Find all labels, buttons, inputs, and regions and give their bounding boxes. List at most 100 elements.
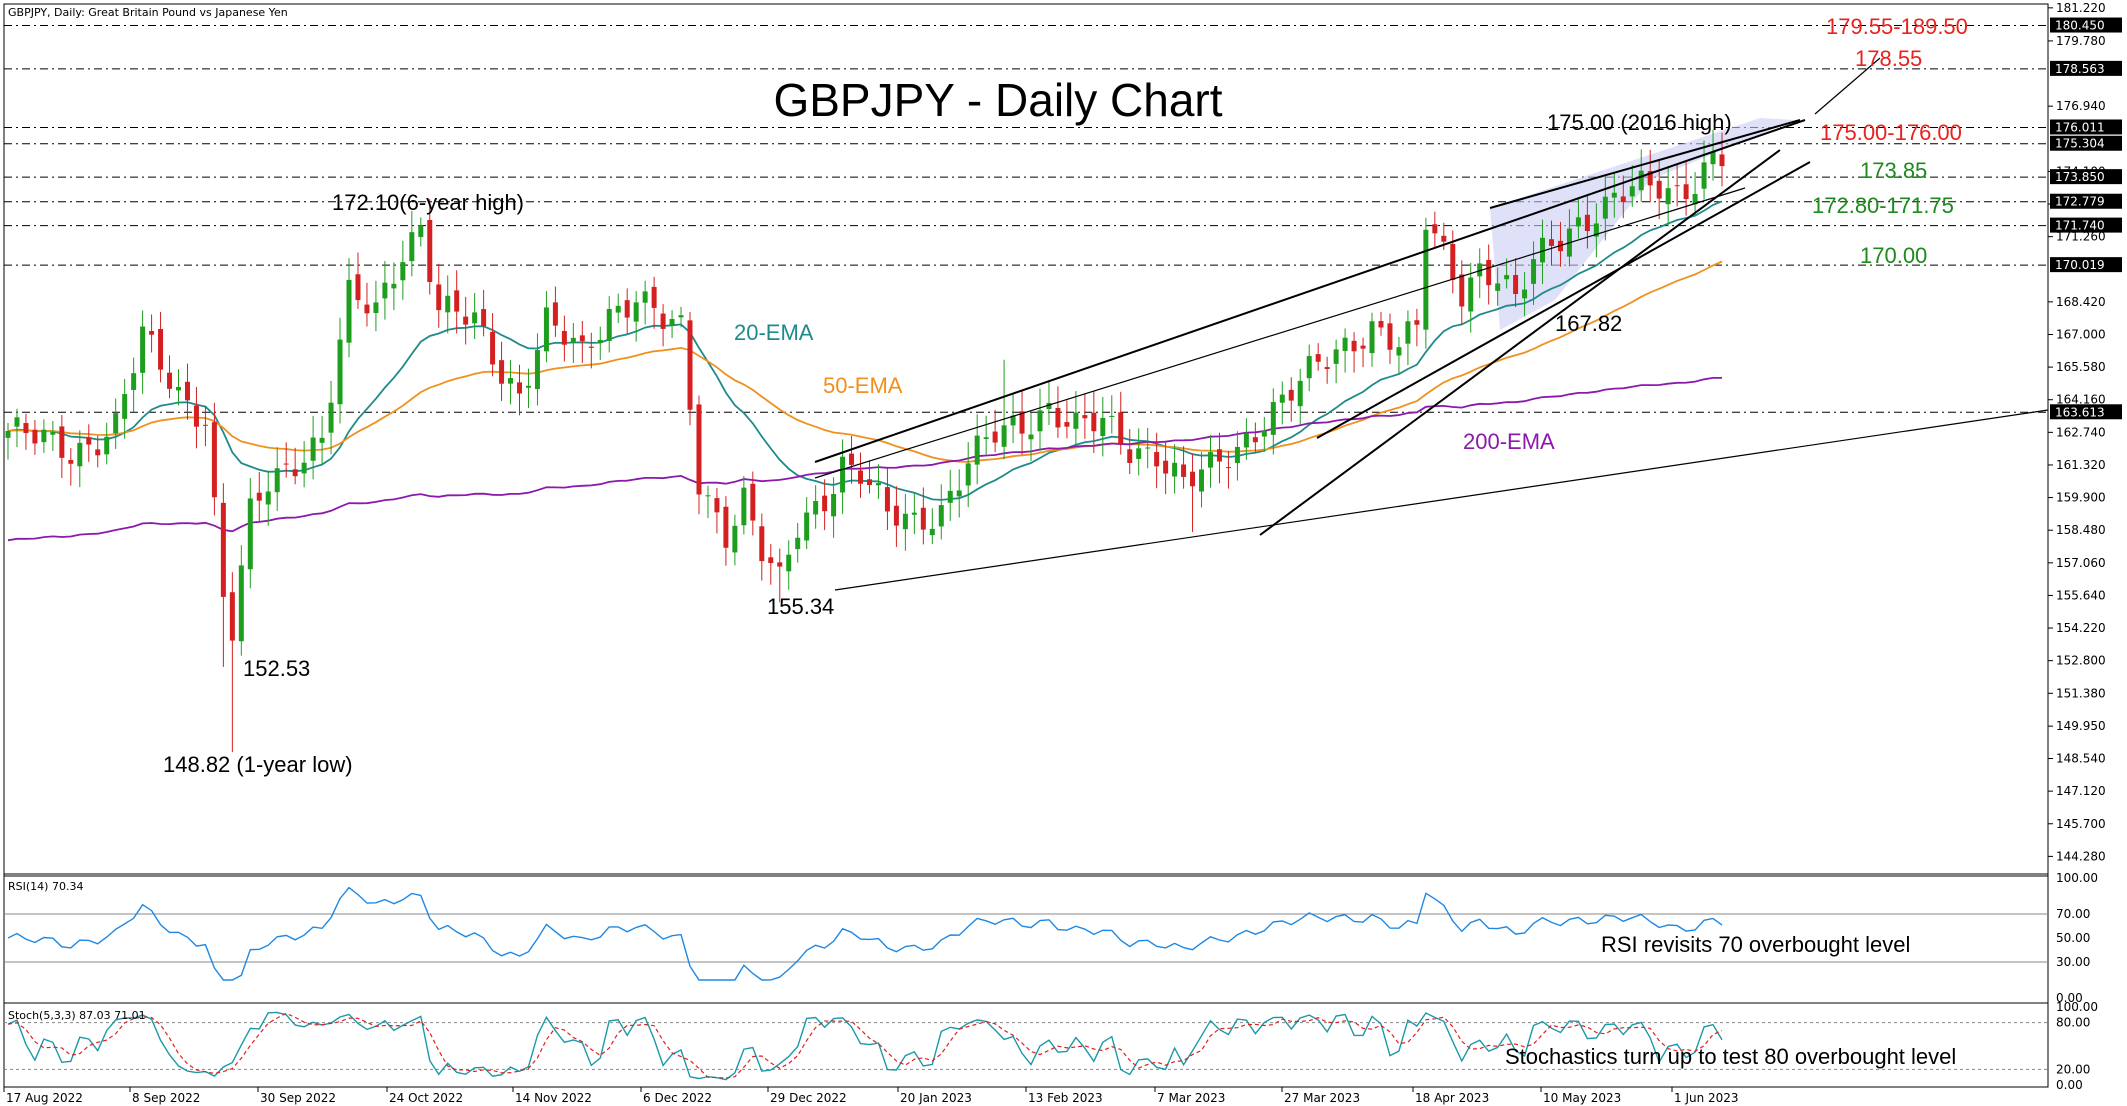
- level-tag-label: 172.779: [2055, 195, 2105, 209]
- candle-body: [23, 423, 29, 434]
- candle-body: [1136, 448, 1142, 459]
- candle-body: [1432, 224, 1438, 234]
- candle-body: [1540, 237, 1546, 263]
- candle-body: [382, 282, 388, 299]
- candle-body: [1243, 433, 1249, 448]
- candle-body: [678, 315, 684, 318]
- level-tag-label: 178.563: [2055, 62, 2105, 76]
- candle-body: [1216, 449, 1222, 462]
- candle-body: [1261, 431, 1267, 437]
- candle-body: [1082, 415, 1088, 419]
- candle-body: [1719, 154, 1725, 167]
- candle-body: [301, 462, 307, 474]
- annotation-175-176: 175.00-176.00: [1820, 120, 1962, 145]
- wedge-shading: [1490, 118, 1795, 330]
- x-tick-label: 8 Sep 2022: [132, 1091, 200, 1105]
- candle-body: [768, 557, 774, 564]
- wedge-area: [1490, 118, 1795, 330]
- candle-body: [1701, 162, 1707, 189]
- candle-body: [113, 413, 119, 434]
- candle-body: [463, 316, 469, 325]
- candle-body: [561, 330, 567, 345]
- candle-body: [795, 537, 801, 550]
- y-tick-label: 161.320: [2056, 458, 2106, 472]
- candle-body: [472, 312, 478, 324]
- candle-body: [1207, 452, 1213, 468]
- candle-body: [1656, 180, 1662, 199]
- candle-body: [158, 329, 164, 370]
- candle-body: [956, 490, 962, 497]
- candle-body: [1351, 340, 1357, 352]
- candle-body: [983, 437, 989, 439]
- candle-body: [1270, 402, 1276, 435]
- candle-body: [59, 426, 65, 458]
- level-tag-box: [2050, 404, 2122, 420]
- candle-body: [436, 284, 442, 311]
- candle-body: [705, 495, 711, 497]
- y-tick-label: 152.800: [2056, 654, 2106, 668]
- candle-body: [750, 483, 756, 521]
- candle-body: [265, 491, 271, 505]
- annotation-172-80-171-75: 172.80-171.75: [1812, 193, 1954, 218]
- candle-body: [1297, 380, 1303, 407]
- candle-body: [229, 592, 235, 641]
- candle-body: [929, 528, 935, 536]
- chart-outer-frame: [3, 3, 2049, 1088]
- y-tick-label: 176.940: [2056, 99, 2106, 113]
- candle-body: [95, 449, 101, 456]
- candle-body: [1513, 275, 1519, 294]
- candle-body: [1342, 337, 1348, 351]
- candle-body: [1459, 274, 1465, 307]
- candle-body: [1629, 186, 1635, 197]
- candle-body: [1001, 425, 1007, 447]
- candle-body: [579, 335, 585, 342]
- candle-body: [68, 460, 74, 464]
- candle-body: [1100, 417, 1106, 437]
- candle-body: [490, 331, 496, 365]
- ema-line-50-ema: [7, 260, 1723, 463]
- candle-body: [813, 500, 819, 515]
- stoch-header: Stoch(5,3,3) 87.03 71.01: [8, 1009, 146, 1022]
- candle-body: [1154, 452, 1160, 467]
- x-axis: 17 Aug 2022 8 Sep 2022 30 Sep 2022 24 Oct 2…: [3, 1087, 1739, 1105]
- candle-body: [741, 487, 747, 526]
- stoch-tick-label: 80.00: [2056, 1016, 2090, 1030]
- candle-body: [1548, 239, 1554, 246]
- level-tag-box: [2050, 60, 2122, 76]
- candle-body: [274, 468, 280, 493]
- candle-body: [391, 283, 397, 289]
- x-tick-label: 14 Nov 2022: [515, 1091, 592, 1105]
- candle-body: [247, 498, 253, 570]
- candle-body: [193, 405, 199, 427]
- stoch-tick-label: 20.00: [2056, 1062, 2090, 1076]
- candle-body: [920, 507, 926, 530]
- candle-body: [633, 302, 639, 322]
- candle-body: [445, 295, 451, 313]
- stoch-tick-label: 0.00: [2056, 1078, 2083, 1092]
- candle-body: [992, 431, 998, 443]
- candle-body: [328, 402, 334, 433]
- level-tag-box: [2050, 135, 2122, 151]
- candle-body: [1315, 354, 1321, 362]
- candle-body: [1602, 196, 1608, 219]
- stoch-k-line: [7, 1011, 1723, 1081]
- candle-body: [525, 385, 531, 388]
- candle-body: [866, 479, 872, 486]
- candle-body: [346, 279, 352, 343]
- candle-body: [400, 262, 406, 281]
- candle-body: [1118, 412, 1124, 444]
- annotation-6-year-high: 172.10(6-year high): [332, 190, 524, 215]
- candle-body: [77, 442, 83, 467]
- level-tag-label: 175.304: [2055, 137, 2105, 151]
- candle-body: [714, 498, 720, 513]
- candle-body: [786, 554, 792, 572]
- candle-body: [660, 313, 666, 329]
- y-tick-label: 167.000: [2056, 327, 2106, 341]
- label-200-ema: 200-EMA: [1463, 429, 1555, 454]
- candle-body: [1127, 449, 1133, 463]
- candle-body: [1441, 235, 1447, 242]
- candle-body: [849, 453, 855, 465]
- candle-body: [5, 430, 11, 438]
- candle-body: [1396, 347, 1402, 356]
- candle-body: [373, 302, 379, 314]
